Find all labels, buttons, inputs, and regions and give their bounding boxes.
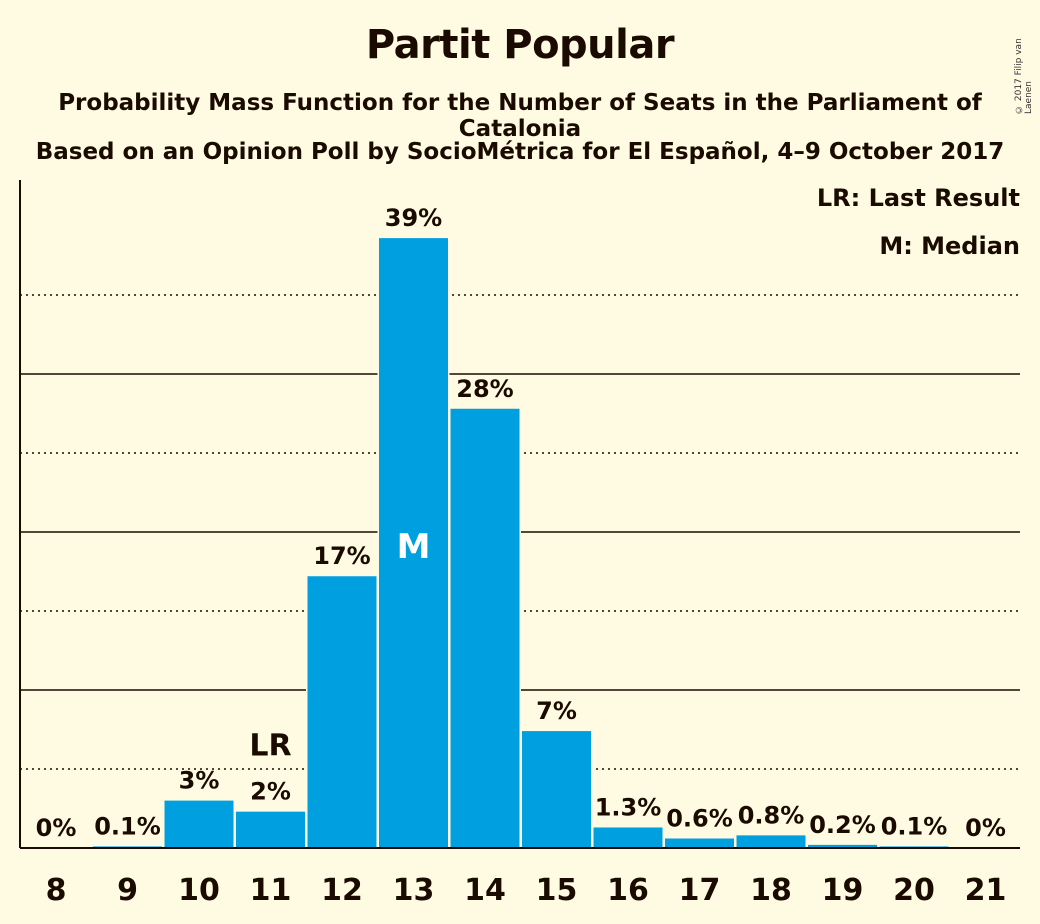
x-axis: 8 9 10 11 12 13 14 15 16 17 18 19 20 21 [19, 180, 1020, 908]
tick-label-17: 17 [679, 873, 721, 908]
chart-subtitle-1: Probability Mass Function for the Number… [58, 90, 982, 142]
data-label-13: 39% [385, 204, 442, 232]
bar-15 [522, 731, 591, 848]
data-label-20: 0.1% [881, 812, 948, 840]
last-result-bg [234, 725, 307, 764]
last-result-marker: LR [249, 729, 291, 764]
chart-title: Partit Popular [365, 22, 675, 68]
bar-19 [808, 844, 877, 848]
data-label-16: 1.3% [595, 793, 662, 821]
data-label-18: 0.8% [738, 801, 805, 829]
data-label-9: 0.1% [94, 812, 161, 840]
bar-13 [379, 238, 448, 848]
data-labels: 0% 0.1% 3% 2% LR 17% 39% M 28% 7% 1.3% 0.6% 0.8% 0.2%… [36, 204, 1006, 842]
tick-label-13: 13 [393, 873, 435, 908]
data-label-21: 0% [965, 814, 1006, 842]
data-label-15: 7% [536, 697, 577, 725]
tick-label-9: 9 [117, 873, 138, 908]
data-label-12: 17% [313, 542, 370, 570]
data-label-19: 0.2% [809, 811, 876, 839]
tick-label-14: 14 [464, 873, 506, 908]
bar-11 [236, 811, 305, 848]
tick-label-11: 11 [250, 873, 292, 908]
tick-label-8: 8 [46, 873, 67, 908]
bars [91, 237, 950, 848]
data-label-8: 0% [36, 814, 77, 842]
legend-last-result: LR: Last Result [816, 184, 1020, 212]
bar-12 [307, 576, 377, 848]
bar-16 [593, 827, 663, 848]
legend-median: M: Median [879, 232, 1020, 260]
data-label-14: 28% [456, 375, 513, 403]
data-label-17: 0.6% [666, 805, 733, 833]
tick-label-21: 21 [965, 873, 1007, 908]
tick-label-12: 12 [321, 873, 363, 908]
tick-label-20: 20 [893, 873, 935, 908]
tick-label-10: 10 [178, 873, 220, 908]
tick-label-19: 19 [822, 873, 864, 908]
bar-10 [164, 800, 234, 848]
bar-14 [450, 408, 520, 848]
tick-label-18: 18 [750, 873, 792, 908]
bar-18 [736, 835, 806, 848]
data-label-10: 3% [179, 767, 220, 795]
data-label-11: 2% [250, 778, 291, 806]
median-marker: M [397, 527, 431, 567]
tick-label-16: 16 [607, 873, 649, 908]
chart-subtitle-2: Based on an Opinion Poll by SocioMétrica… [35, 139, 1005, 165]
bar-17 [665, 838, 734, 848]
tick-label-15: 15 [536, 873, 578, 908]
